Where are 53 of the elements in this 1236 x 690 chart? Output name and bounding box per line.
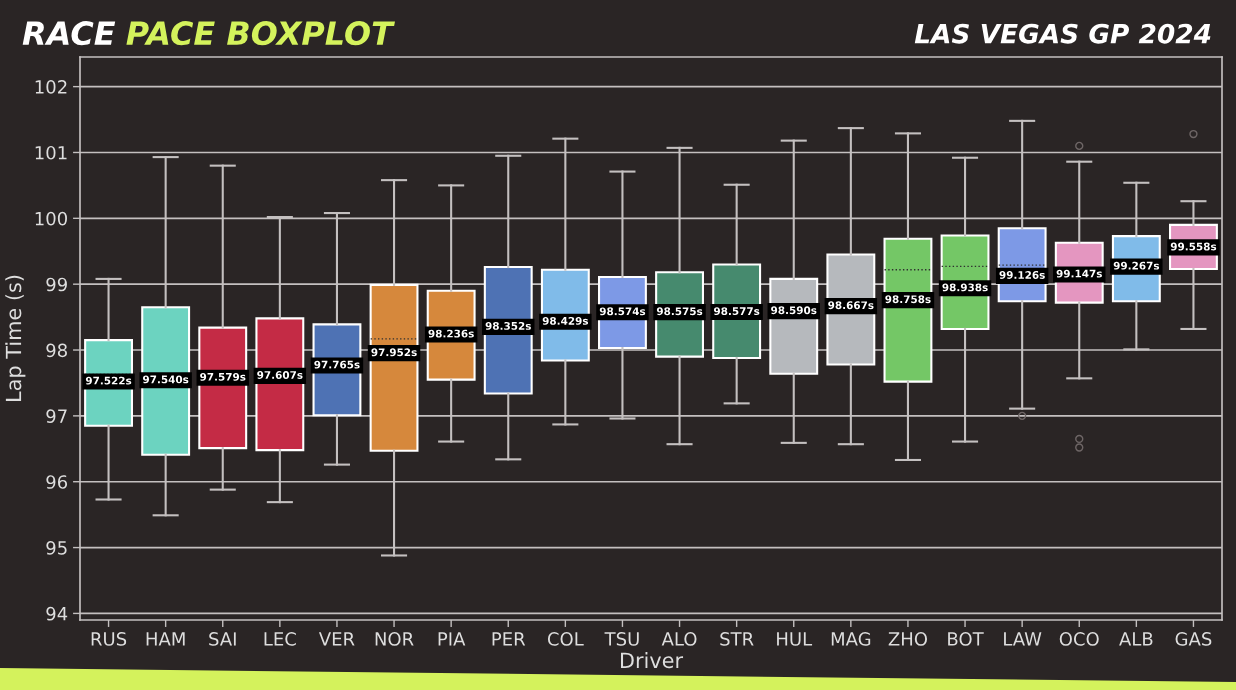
y-tick-label: 102: [35, 80, 67, 94]
text: 97.765s: [314, 360, 360, 369]
x-tick-label: ZHO: [888, 632, 928, 646]
y-tick-label: 98: [46, 343, 67, 358]
x-tick-label: SAI: [209, 632, 236, 646]
x-axis-title: Driver: [620, 652, 684, 669]
text: 98.352s: [485, 321, 531, 330]
x-tick-label: HUL: [777, 632, 813, 646]
x-tick-label: TSU: [604, 632, 639, 646]
text: 98.574s: [599, 307, 646, 316]
text: 99.147s: [1056, 269, 1102, 278]
x-tick-label: HAM: [146, 632, 185, 646]
text: 98.667s: [828, 301, 874, 310]
y-tick-label: 96: [46, 475, 68, 489]
y-tick-label: 94: [46, 606, 68, 621]
text: 98.938s: [942, 283, 988, 292]
text: 97.607s: [257, 371, 303, 379]
x-tick-label: NOR: [375, 632, 414, 646]
text: 98.577s: [713, 307, 760, 316]
x-tick-label: RUS: [91, 632, 127, 646]
y-tick-label: 99: [46, 277, 67, 292]
x-tick-label: PIA: [438, 632, 466, 646]
text: 99.126s: [999, 271, 1045, 279]
text: 97.952s: [371, 348, 417, 357]
text: 98.758s: [885, 295, 931, 304]
y-axis-title: Lap Time (s): [5, 275, 26, 401]
x-tick-label: STR: [720, 632, 754, 646]
text: 97.540s: [142, 375, 189, 384]
x-tick-label: VER: [318, 632, 355, 646]
x-tick-label: COL: [547, 632, 584, 646]
y-tick-label: 95: [46, 541, 67, 555]
x-tick-label: GAS: [1175, 632, 1212, 646]
text: 98.429s: [542, 316, 589, 325]
x-tick-label: MAG: [831, 632, 871, 646]
x-tick-label: LAW: [1004, 632, 1042, 646]
text: 98.590s: [771, 306, 817, 315]
chart-subtitle: LAS VEGAS GP 2024: [914, 23, 1211, 44]
text: 99.267s: [1113, 261, 1160, 270]
text: 98.575s: [656, 307, 703, 316]
x-tick-label: PER: [492, 632, 526, 646]
y-tick-label: 100: [35, 211, 67, 226]
y-tick-label: 97: [46, 409, 67, 423]
x-tick-label: BOT: [948, 632, 984, 646]
x-tick-label: ALB: [1119, 632, 1153, 646]
x-tick-label: OCO: [1059, 632, 1099, 646]
y-tick-label: 101: [35, 145, 67, 160]
text: 97.522s: [85, 376, 132, 385]
chart-title: RACE PACE BOXPLOT: [22, 21, 395, 46]
text: 98.236s: [428, 329, 474, 338]
text: 97.579s: [200, 372, 246, 381]
x-tick-label: ALO: [661, 632, 697, 646]
x-tick-label: LEC: [264, 632, 296, 646]
text: 99.558s: [1170, 242, 1217, 251]
